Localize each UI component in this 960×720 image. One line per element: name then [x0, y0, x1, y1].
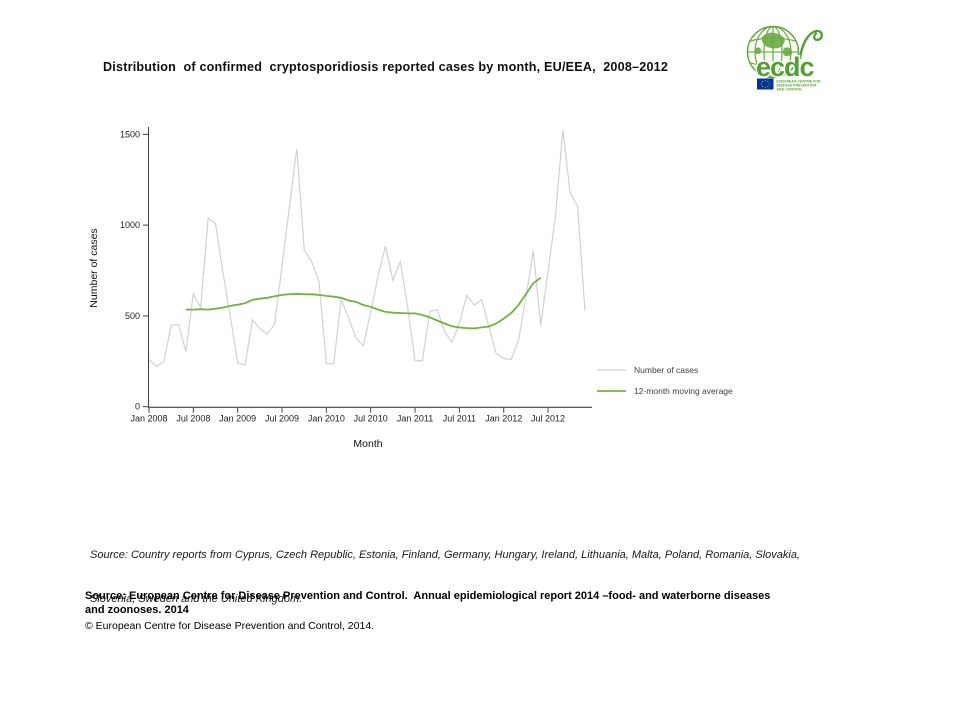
ecdc-sprout-icon	[798, 29, 824, 60]
ecdc-caption: EUROPEAN CENTRE FOR DISEASE PREVENTION A…	[777, 80, 822, 92]
citation-line: Source: European Centre for Disease Prev…	[85, 590, 771, 602]
cases-line-series	[148, 129, 586, 368]
legend-item-number-of-cases: Number of cases	[597, 365, 698, 375]
line-chart: 0 500 1000 1500 Jan 2008 Jul 2008 Jan 2009 Jul…	[88, 127, 733, 450]
legend: Number of cases 12-month moving average	[597, 365, 733, 396]
y-tick-label: 0	[135, 402, 140, 412]
y-tick-label: 1000	[120, 220, 140, 230]
x-tick-label: Jul 2011	[443, 414, 476, 424]
country-source-line: Slovenia, Sweden and the United Kingdom.	[90, 592, 303, 605]
ecdc-caption-line: EUROPEAN CENTRE FOR	[777, 80, 822, 84]
copyright-line: © European Centre for Disease Prevention…	[85, 620, 375, 632]
x-tick-label: Jan 2010	[308, 414, 345, 424]
country-source-note: Source: Country reports from Cyprus, Cze…	[90, 519, 800, 621]
legend-item-moving-average: 12-month moving average	[597, 386, 733, 396]
ecdc-caption-line: DISEASE PREVENTION	[777, 84, 817, 88]
x-tick-label: Jul 2012	[531, 414, 565, 424]
moving-average-line-series	[185, 277, 542, 330]
y-axis-ticks: 0 500 1000 1500	[120, 129, 149, 412]
y-axis-title: Number of cases	[88, 228, 100, 307]
ecdc-globe-icon	[746, 25, 800, 79]
y-tick-label: 500	[125, 311, 140, 321]
x-tick-label: Jan 2009	[219, 414, 256, 424]
ecdc-caption-line: AND CONTROL	[777, 88, 803, 92]
ecdc-wordmark: ecdc	[756, 52, 815, 82]
x-tick-label: Jul 2008	[176, 414, 210, 424]
legend-label-moving-average: 12-month moving average	[634, 386, 733, 396]
citation-line: and zoonoses. 2014	[85, 604, 189, 616]
eu-flag-icon	[757, 78, 774, 90]
y-tick-label: 1500	[120, 129, 140, 139]
x-tick-label: Jul 2009	[265, 414, 299, 424]
x-tick-label: Jan 2011	[397, 414, 433, 424]
x-tick-label: Jan 2008	[130, 414, 167, 424]
chart-title: Distribution of confirmed cryptosporidio…	[103, 60, 669, 74]
legend-label-cases: Number of cases	[634, 365, 698, 375]
x-tick-label: Jan 2012	[485, 414, 522, 424]
country-source-line: Source: Country reports from Cyprus, Cze…	[90, 549, 801, 561]
ecdc-logo: ecdc EUROPEAN CENTRE FOR DISEASE PREVENT…	[746, 25, 824, 92]
x-tick-label: Jul 2010	[354, 414, 388, 424]
x-axis-ticks: Jan 2008 Jul 2008 Jan 2009 Jul 2009 Jan 2010…	[130, 407, 565, 424]
citation-block: Source: European Centre for Disease Prev…	[85, 589, 770, 632]
x-axis-title: Month	[353, 438, 382, 450]
